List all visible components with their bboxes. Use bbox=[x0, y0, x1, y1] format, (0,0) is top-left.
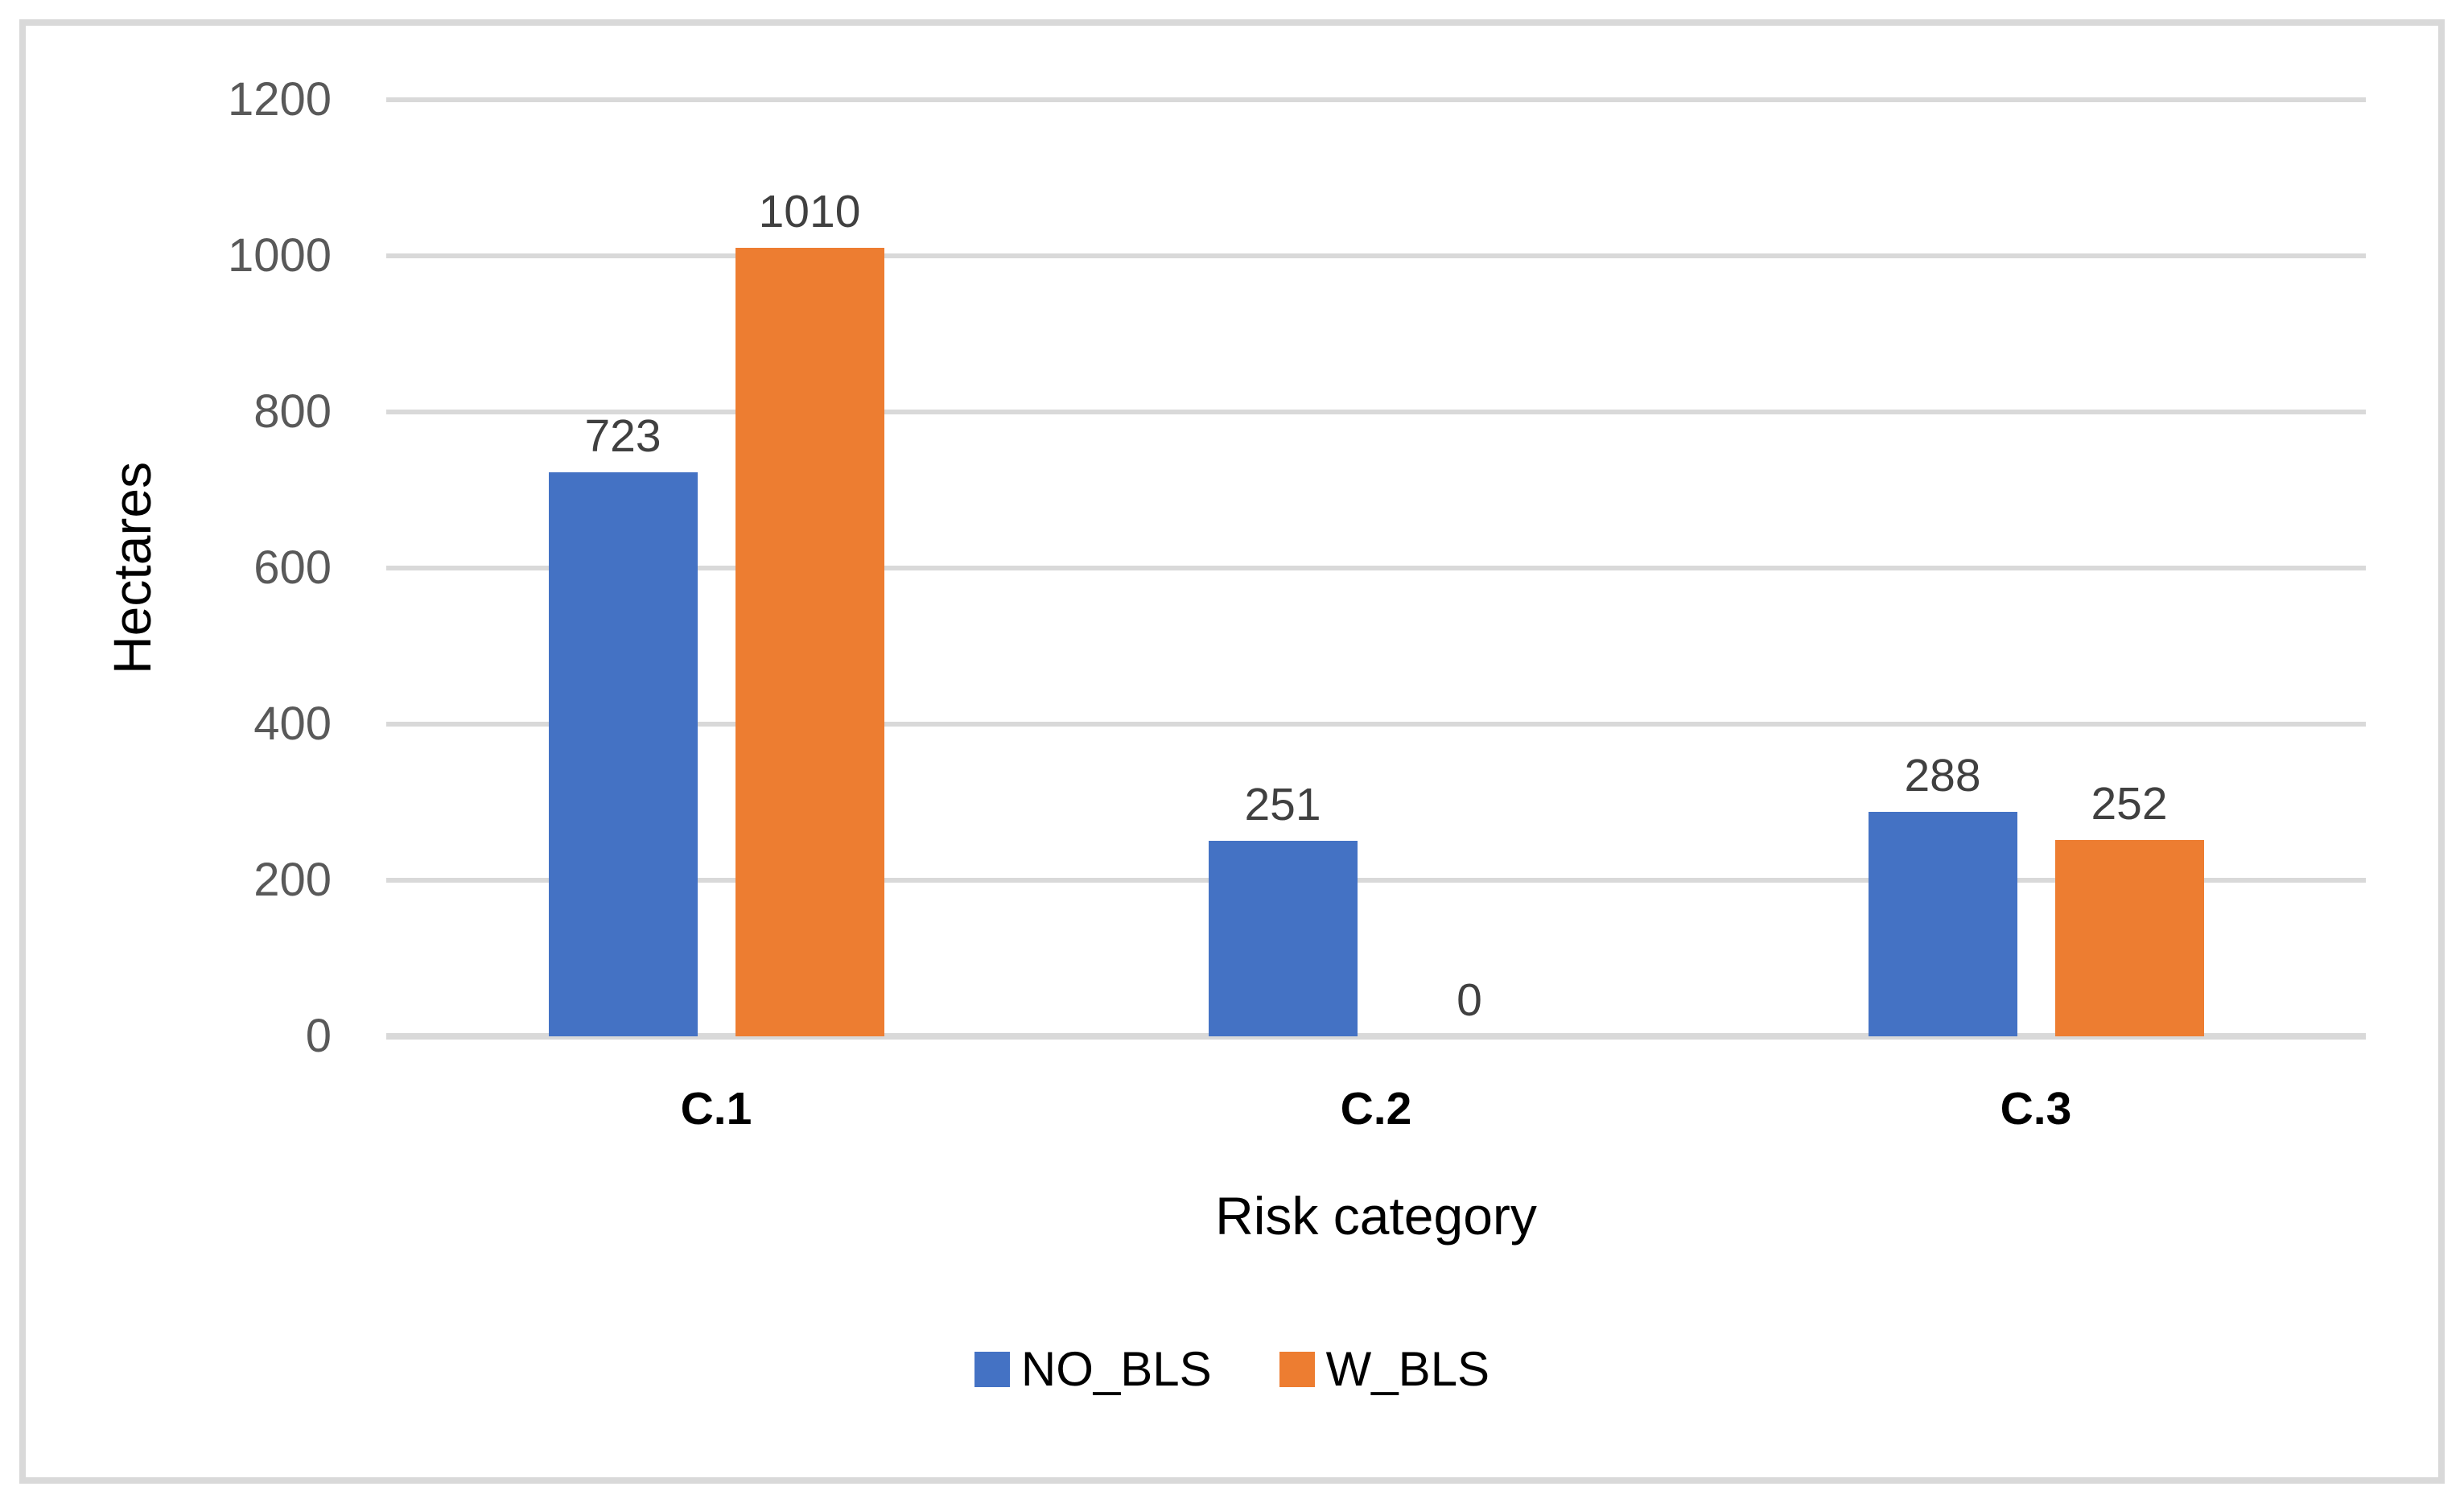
y-tick-label: 600 bbox=[253, 541, 332, 594]
bar-NO_BLS-C.1: 723 bbox=[548, 413, 698, 1036]
x-category-label-C.1: C.1 bbox=[680, 1083, 752, 1134]
data-label-W_BLS-C.1: 1010 bbox=[758, 186, 861, 238]
y-tick-label: 1000 bbox=[227, 229, 332, 282]
gridline bbox=[386, 878, 2366, 883]
legend-swatch-W_BLS bbox=[1279, 1352, 1315, 1387]
legend: NO_BLS W_BLS bbox=[19, 1345, 2445, 1394]
category-group-C.2: 251 0 bbox=[1046, 100, 1706, 1036]
data-label-NO_BLS-C.1: 723 bbox=[584, 410, 661, 462]
y-tick-label: 800 bbox=[253, 385, 332, 438]
category-group-C.3: 288 252 bbox=[1706, 100, 2366, 1036]
legend-item-W_BLS: W_BLS bbox=[1279, 1345, 1490, 1394]
y-tick-label: 0 bbox=[305, 1010, 332, 1062]
data-label-NO_BLS-C.2: 251 bbox=[1244, 778, 1321, 830]
gridline bbox=[386, 97, 2366, 102]
category-group-C.1: 723 1010 bbox=[386, 100, 1046, 1036]
x-category-labels-row: C.1 C.2 C.3 bbox=[386, 1086, 2366, 1132]
plot-area: 0 200 400 600 800 1000 1200 723 1010 251 0 288 252 … bbox=[228, 76, 2366, 1132]
bars-layer: 723 1010 251 0 288 252 bbox=[386, 100, 2366, 1036]
legend-label-W_BLS: W_BLS bbox=[1325, 1342, 1490, 1396]
gridline bbox=[386, 253, 2366, 258]
bar-W_BLS-C.3: 252 bbox=[2054, 780, 2204, 1036]
y-tick-label: 1200 bbox=[227, 73, 332, 126]
x-axis-line bbox=[386, 1033, 2366, 1040]
bar-NO_BLS-C.2: 251 bbox=[1208, 781, 1358, 1036]
y-axis-title: Hectares bbox=[102, 461, 162, 675]
gridline bbox=[386, 566, 2366, 570]
legend-swatch-NO_BLS bbox=[974, 1352, 1010, 1387]
x-axis-title: Risk category bbox=[1215, 1186, 1537, 1246]
legend-label-NO_BLS: NO_BLS bbox=[1020, 1342, 1212, 1396]
x-category-label-C.3: C.3 bbox=[2000, 1083, 2072, 1134]
gridline bbox=[386, 410, 2366, 415]
bar-W_BLS-C.1: 1010 bbox=[735, 189, 884, 1036]
legend-item-NO_BLS: NO_BLS bbox=[974, 1345, 1212, 1394]
x-category-label-C.2: C.2 bbox=[1340, 1083, 1412, 1134]
y-tick-label: 200 bbox=[253, 854, 332, 906]
data-label-NO_BLS-C.3: 288 bbox=[1904, 749, 1981, 801]
data-label-W_BLS-C.2: 0 bbox=[1457, 974, 1482, 1026]
bar-NO_BLS-C.3: 288 bbox=[1868, 752, 2017, 1036]
data-label-W_BLS-C.3: 252 bbox=[2091, 777, 2168, 830]
chart-frame bbox=[19, 19, 2445, 1484]
y-tick-label: 400 bbox=[253, 698, 332, 750]
gridline bbox=[386, 722, 2366, 727]
